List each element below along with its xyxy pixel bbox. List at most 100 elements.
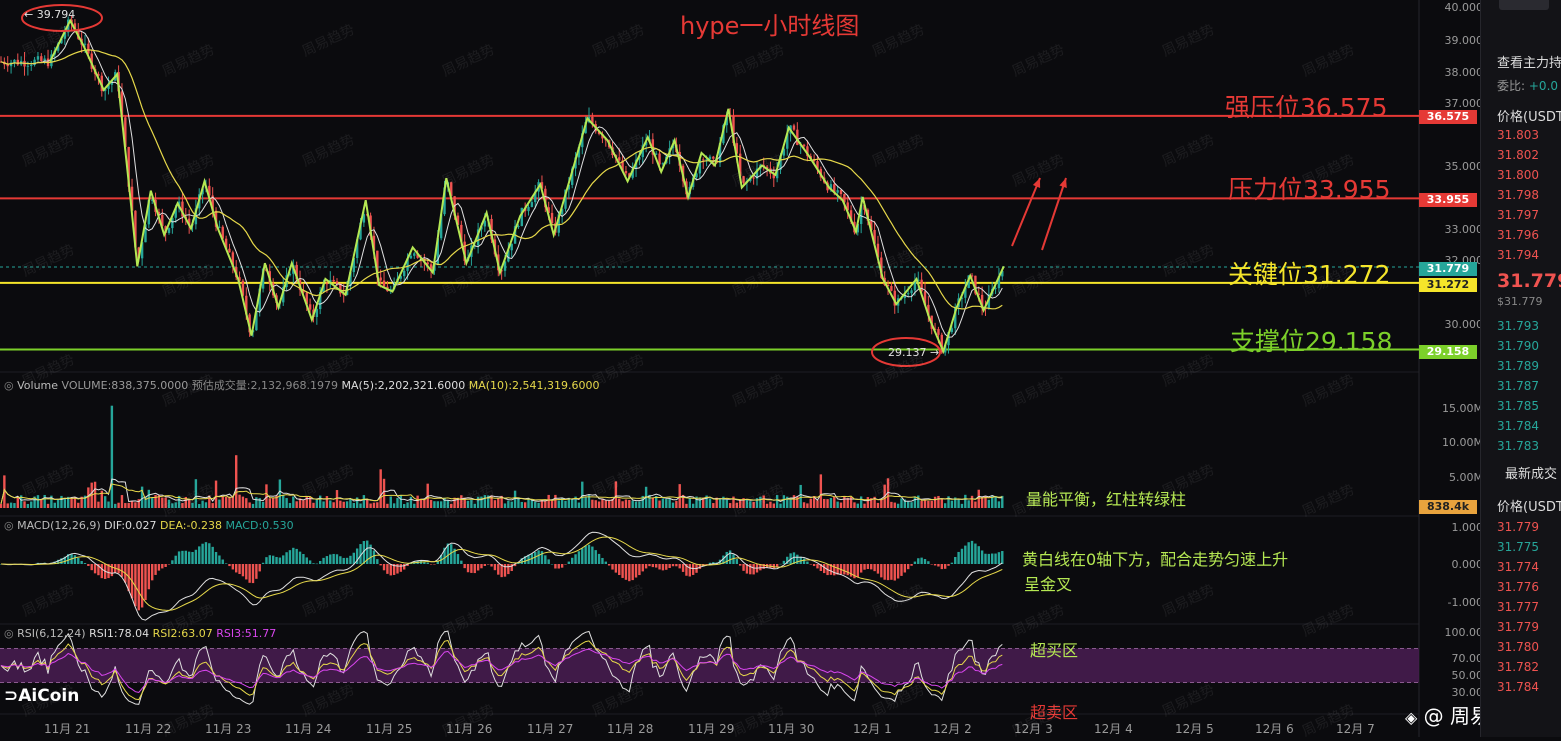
- trade-price: 31.779: [1497, 520, 1539, 534]
- macd-histogram-bar: [540, 551, 544, 564]
- macd-histogram-bar: [547, 559, 550, 564]
- bid-price[interactable]: 31.785: [1497, 399, 1539, 413]
- candle-body: [258, 288, 261, 312]
- volume-tick: 10.00M: [1442, 436, 1483, 449]
- ask-price[interactable]: 31.796: [1497, 228, 1539, 242]
- ratio-value: +0.0: [1528, 79, 1559, 93]
- trend-arrow: [1011, 177, 1041, 247]
- macd-histogram-bar: [601, 557, 604, 564]
- volume-bar: [705, 495, 708, 508]
- x-tick: 11月 26: [446, 722, 493, 736]
- candle-body: [13, 59, 16, 63]
- bid-price[interactable]: 31.793: [1497, 319, 1539, 333]
- volume-bar: [248, 502, 251, 508]
- macd-histogram-bar: [308, 560, 312, 564]
- candle-body: [174, 208, 177, 218]
- candle-body: [893, 290, 896, 306]
- candle-body: [927, 304, 930, 316]
- macd-histogram-bar: [376, 559, 379, 564]
- candle-body: [530, 202, 534, 208]
- volume-bar: [655, 495, 658, 508]
- macd-histogram-bar: [648, 564, 651, 567]
- macd-histogram-bar: [436, 560, 439, 564]
- candle-body: [618, 157, 621, 161]
- volume-bar: [715, 497, 718, 508]
- volume-bar: [241, 496, 245, 508]
- volume-bar: [134, 502, 137, 508]
- x-tick: 11月 22: [125, 722, 172, 736]
- volume-bar: [372, 502, 376, 508]
- candle-body: [903, 294, 907, 299]
- volume-bar: [265, 484, 268, 508]
- volume-bar: [245, 498, 248, 508]
- candle-body: [708, 156, 712, 160]
- candle-body: [917, 279, 920, 282]
- macd-histogram-bar: [980, 550, 984, 564]
- level-label-strong-resistance: 强压位36.575: [1225, 93, 1388, 122]
- volume-bar: [843, 495, 846, 508]
- ask-price[interactable]: 31.803: [1497, 128, 1539, 142]
- volume-bar: [510, 501, 513, 508]
- volume-bar: [114, 503, 117, 508]
- ask-price[interactable]: 31.797: [1497, 208, 1539, 222]
- candle-body: [597, 131, 601, 134]
- x-tick: 12月 5: [1175, 722, 1214, 736]
- ask-price[interactable]: 31.798: [1497, 188, 1539, 202]
- volume-bar: [769, 501, 772, 508]
- wave-line: [49, 18, 1005, 355]
- volume-bar: [87, 487, 90, 508]
- volume-bar: [890, 501, 893, 508]
- candle-body: [997, 276, 1001, 289]
- candle-body: [557, 214, 560, 233]
- main-position-link[interactable]: 查看主力持: [1497, 56, 1561, 71]
- ask-price[interactable]: 31.794: [1497, 248, 1539, 262]
- ask-price[interactable]: 31.800: [1497, 168, 1539, 182]
- latest-trades-header[interactable]: 最新成交: [1505, 467, 1558, 482]
- volume-bar: [470, 499, 473, 508]
- candle-body: [933, 328, 937, 330]
- macd-histogram-bar: [83, 563, 87, 564]
- macd-histogram-bar: [688, 564, 691, 577]
- candle-body: [661, 163, 665, 165]
- volume-bar: [100, 490, 103, 508]
- macd-histogram-bar: [261, 562, 265, 564]
- volume-bar: [187, 499, 191, 508]
- aicoin-logo-text: AiCoin: [18, 686, 80, 706]
- candle-body: [208, 185, 211, 196]
- bid-price[interactable]: 31.789: [1497, 359, 1539, 373]
- bid-price[interactable]: 31.783: [1497, 439, 1539, 453]
- volume-bar: [691, 503, 695, 508]
- bid-price[interactable]: 31.784: [1497, 419, 1539, 433]
- volume-bar: [26, 503, 30, 508]
- macd-histogram-bar: [628, 564, 631, 582]
- volume-bar: [812, 496, 816, 508]
- candle-body: [295, 264, 298, 280]
- macd-histogram-bar: [352, 552, 355, 564]
- volume-bar: [70, 497, 73, 508]
- bid-price[interactable]: 31.790: [1497, 339, 1539, 353]
- volume-bar: [36, 495, 40, 508]
- volume-bar: [557, 500, 560, 508]
- volume-bar: [228, 496, 231, 508]
- candle-body: [631, 168, 634, 178]
- macd-histogram-bar: [903, 564, 907, 573]
- volume-bar: [581, 481, 584, 508]
- ask-price[interactable]: 31.802: [1497, 148, 1539, 162]
- volume-bar: [796, 496, 799, 508]
- volume-bar: [937, 495, 940, 508]
- macd-histogram-bar: [1001, 551, 1004, 564]
- price-header: 价格(USDT: [1497, 110, 1561, 125]
- volume-bar: [681, 494, 685, 508]
- candle-body: [658, 153, 661, 165]
- candle-body: [362, 214, 366, 223]
- candle-body: [829, 184, 833, 191]
- trade-price: 31.777: [1497, 600, 1539, 614]
- volume-bar: [63, 498, 67, 508]
- candle-body: [765, 166, 769, 169]
- panel-top-button[interactable]: [1499, 0, 1549, 10]
- volume-bar: [718, 498, 722, 508]
- volume-bar: [648, 494, 651, 508]
- bid-price[interactable]: 31.787: [1497, 379, 1539, 393]
- volume-bar: [46, 503, 50, 508]
- macd-histogram-bar: [275, 556, 278, 564]
